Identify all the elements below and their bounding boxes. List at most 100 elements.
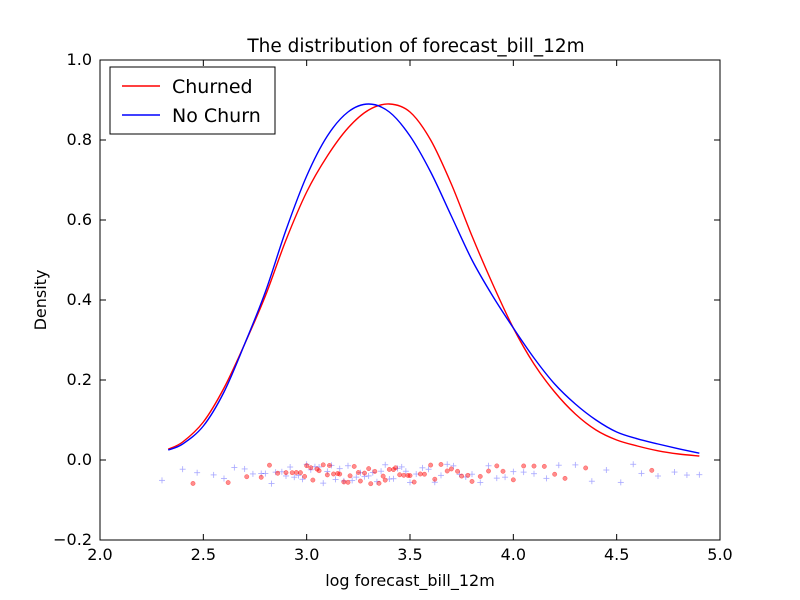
rug-point-no-churn	[378, 468, 385, 475]
rug-point-churned	[448, 466, 454, 472]
rug-point-no-churn	[683, 472, 690, 479]
rug-point-churned	[283, 470, 289, 476]
rug-point-churned	[331, 471, 336, 477]
rug-point-churned	[267, 462, 272, 468]
rug-point-churned	[486, 468, 491, 474]
rug-point-churned	[302, 473, 308, 479]
series-line-churned	[167, 103, 700, 457]
rug-point-no-churn	[353, 474, 360, 481]
y-tick-label: 0.2	[67, 370, 92, 389]
rug-point-no-churn	[249, 470, 256, 477]
x-axis-label: log forecast_bill_12m	[325, 571, 495, 591]
rug-point-no-churn	[268, 480, 275, 487]
rug-point-no-churn	[262, 470, 269, 477]
rug-point-churned	[351, 463, 357, 469]
y-tick-label: −0.2	[53, 530, 92, 549]
rug-point-no-churn	[336, 465, 343, 472]
legend-label-no-churn: No Churn	[172, 105, 261, 127]
rug-point-no-churn	[291, 474, 298, 481]
rug-point-churned	[500, 468, 506, 474]
rug-point-churned	[345, 479, 351, 485]
rug-point-no-churn	[221, 475, 227, 482]
rug-point-churned	[326, 463, 332, 468]
rug-point-no-churn	[179, 466, 186, 473]
rug-point-no-churn	[365, 472, 372, 479]
rug-point-churned	[341, 479, 347, 485]
legend-label-churned: Churned	[172, 76, 253, 98]
rug-point-no-churn	[231, 464, 238, 471]
rug-point-no-churn	[398, 463, 405, 470]
rug-point-churned	[298, 470, 303, 476]
rug-point-churned	[407, 473, 413, 479]
rug-point-churned	[393, 465, 398, 471]
rug-point-churned	[225, 480, 231, 485]
rug-point-no-churn	[324, 468, 331, 475]
rug-point-no-churn	[194, 469, 201, 476]
rug-point-churned	[289, 470, 295, 476]
rug-point-no-churn	[588, 478, 595, 485]
rug-point-no-churn	[345, 462, 351, 469]
rug-point-no-churn	[361, 473, 368, 480]
x-tick-label: 3.5	[397, 545, 422, 564]
rug-point-no-churn	[510, 468, 517, 475]
rug-point-no-churn	[320, 480, 327, 487]
x-tick-label: 4.5	[604, 545, 629, 564]
rug-point-churned	[380, 473, 386, 479]
rug-point-no-churn	[283, 472, 289, 479]
rug-point-no-churn	[696, 471, 703, 478]
rug-point-no-churn	[332, 476, 339, 483]
rug-point-no-churn	[531, 470, 537, 477]
rug-point-no-churn	[390, 475, 397, 482]
y-tick-label: 0.4	[67, 290, 92, 309]
rug-point-churned	[357, 478, 363, 484]
rug-point-churned	[444, 468, 450, 474]
rug-point-no-churn	[477, 479, 484, 486]
rug-point-churned	[552, 471, 558, 477]
rug-point-churned	[428, 462, 434, 468]
x-tick-label: 2.5	[191, 545, 216, 564]
rug-point-churned	[337, 471, 343, 477]
rug-point-churned	[372, 468, 378, 474]
rug-point-churned	[362, 470, 367, 476]
x-tick-label: 2.0	[87, 545, 112, 564]
legend: Churned No Churn	[109, 66, 276, 135]
x-tick-label: 5.0	[707, 545, 732, 564]
rug-point-no-churn	[258, 470, 265, 477]
rug-point-churned	[244, 474, 250, 480]
legend-box	[109, 66, 276, 135]
rug-point-no-churn	[572, 461, 579, 468]
rug-point-churned	[417, 471, 423, 477]
rug-point-no-churn	[425, 466, 432, 473]
rug-point-churned	[422, 471, 427, 477]
rug-point-churned	[455, 468, 460, 474]
rug-point-churned	[510, 477, 516, 483]
rug-point-churned	[382, 477, 388, 483]
rug-point-churned	[310, 477, 316, 483]
rug-point-no-churn	[382, 461, 389, 468]
rug-point-no-churn	[617, 479, 624, 486]
rug-point-churned	[258, 474, 264, 480]
rug-point-churned	[438, 462, 444, 467]
rug-point-churned	[397, 472, 403, 478]
rug-point-churned	[190, 481, 196, 486]
rug-point-no-churn	[438, 472, 444, 479]
rug-point-no-churn	[520, 469, 527, 476]
rug-point-churned	[401, 472, 407, 478]
rug-point-no-churn	[603, 467, 610, 474]
rug-point-churned	[304, 463, 310, 469]
rug-point-no-churn	[303, 461, 310, 468]
rug-point-churned	[465, 472, 471, 478]
rug-point-no-churn	[402, 468, 409, 475]
rug-point-churned	[386, 466, 392, 472]
rug-point-churned	[459, 473, 465, 479]
rug-point-no-churn	[543, 475, 550, 482]
rug-point-churned	[275, 470, 281, 476]
rug-point-churned	[366, 466, 372, 472]
rug-point-churned	[521, 463, 527, 469]
axis-ticks: 2.0 2.5 3.0 3.5 4.0 4.5 5.0 −0.2 0.0 0.2 0.4 0.6 0.8…	[53, 50, 733, 564]
rug-point-no-churn	[671, 469, 678, 476]
rug-point-churned	[562, 475, 568, 481]
series-line-no-churn	[167, 103, 700, 454]
rug-point-churned	[583, 465, 589, 471]
